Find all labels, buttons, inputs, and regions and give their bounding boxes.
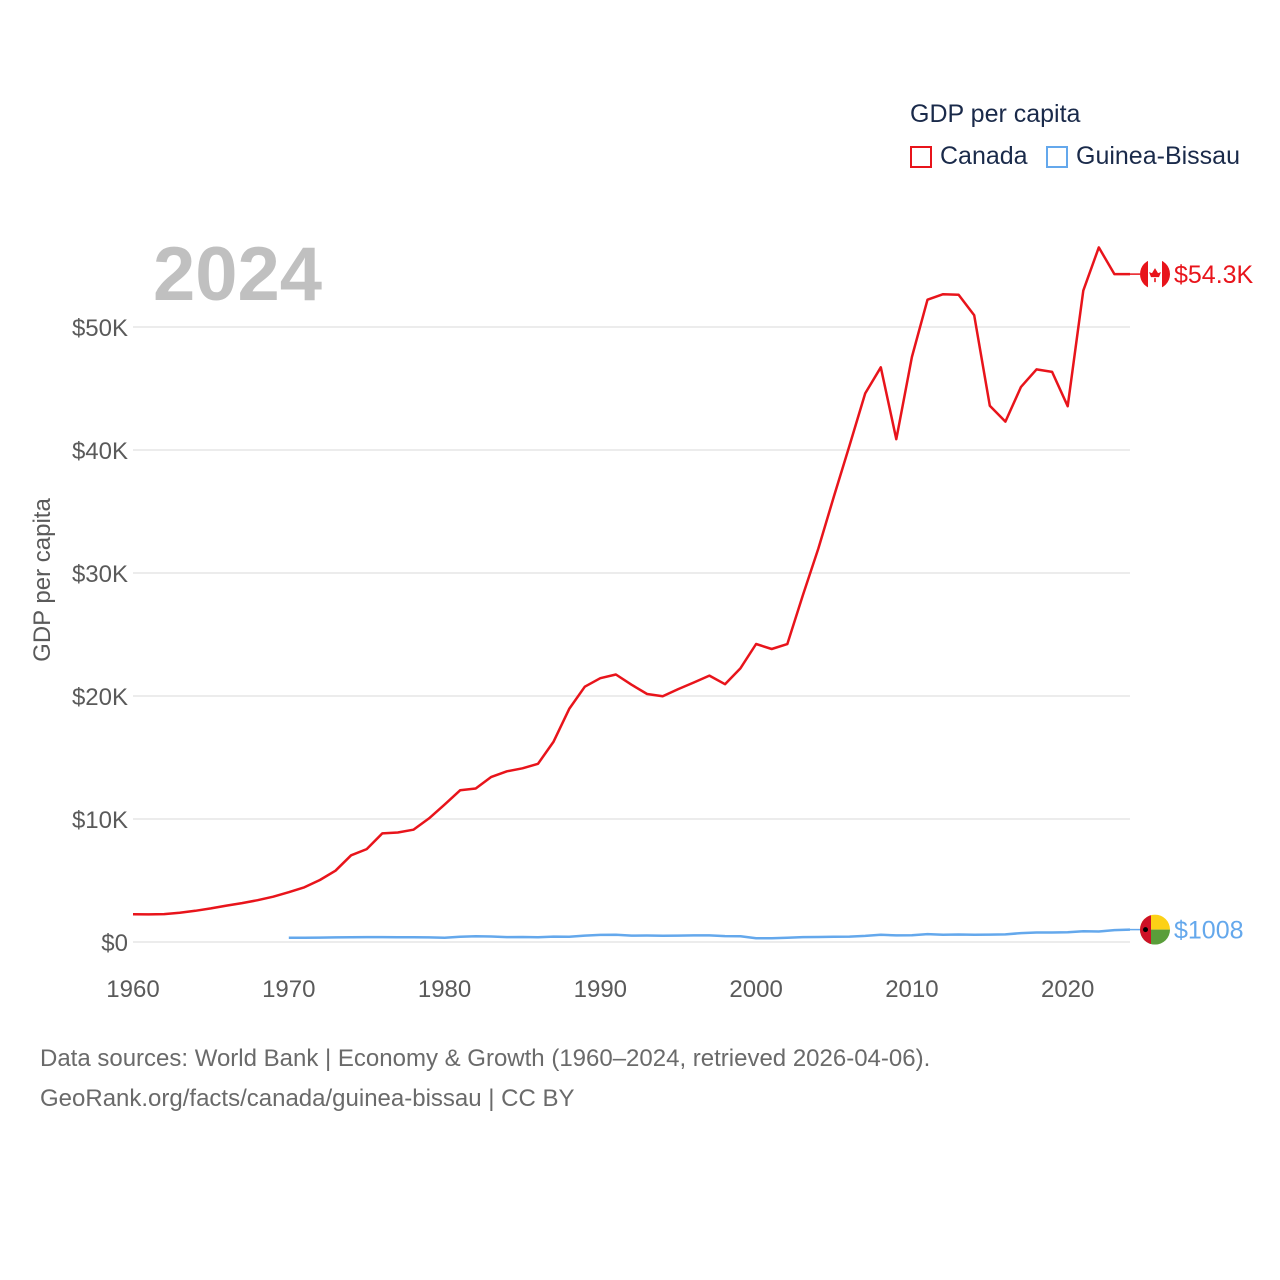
x-tick-label: 1990	[574, 976, 627, 1003]
x-tick-label: 1960	[106, 976, 159, 1003]
y-tick-label: $20K	[72, 684, 128, 711]
legend-swatch-guinea-bissau	[1046, 145, 1068, 168]
y-tick-label: $10K	[72, 807, 128, 834]
y-tick-label: $30K	[72, 561, 128, 588]
legend-label-canada: Canada	[940, 142, 1028, 170]
legend-item-canada[interactable]: Canada	[910, 142, 1028, 171]
y-tick-label: $50K	[72, 315, 128, 342]
legend-item-guinea-bissau[interactable]: Guinea-Bissau	[1046, 142, 1240, 171]
legend-label-guinea-bissau: Guinea-Bissau	[1076, 142, 1240, 170]
y-tick-label: $0	[101, 930, 128, 957]
series-lines	[132, 246, 1131, 940]
legend-swatch-canada	[910, 145, 932, 168]
x-tick-label: 2000	[729, 976, 782, 1003]
x-tick-label: 2010	[885, 976, 938, 1003]
series-line-canada	[132, 246, 1130, 916]
year-label: 2024	[153, 232, 322, 317]
y-tick-label: $40K	[72, 438, 128, 465]
y-axis-ticks: $0 $10K $20K $30K $40K $50K	[72, 315, 128, 957]
grid	[133, 326, 1130, 943]
guinea-bissau-flag-icon	[1140, 914, 1170, 945]
series-line-guinea-bissau	[288, 928, 1131, 940]
x-tick-label: 2020	[1041, 976, 1094, 1003]
footer-attribution[interactable]: GeoRank.org/facts/canada/guinea-bissau |…	[40, 1085, 575, 1112]
legend-title: GDP per capita	[910, 100, 1081, 128]
x-tick-label: 1970	[262, 976, 315, 1003]
x-axis-ticks: 1960 1970 1980 1990 2000 2010 2020	[106, 976, 1094, 1003]
end-label-canada: $54.3K	[1174, 261, 1254, 289]
footer-sources: Data sources: World Bank | Economy & Gro…	[40, 1045, 931, 1072]
x-tick-label: 1980	[418, 976, 471, 1003]
end-label-guinea-bissau: $1008	[1174, 917, 1244, 945]
y-axis-label: GDP per capita	[29, 498, 56, 662]
series-end-labels: $54.3K $1008	[1130, 259, 1254, 945]
canada-flag-icon	[1140, 259, 1170, 290]
